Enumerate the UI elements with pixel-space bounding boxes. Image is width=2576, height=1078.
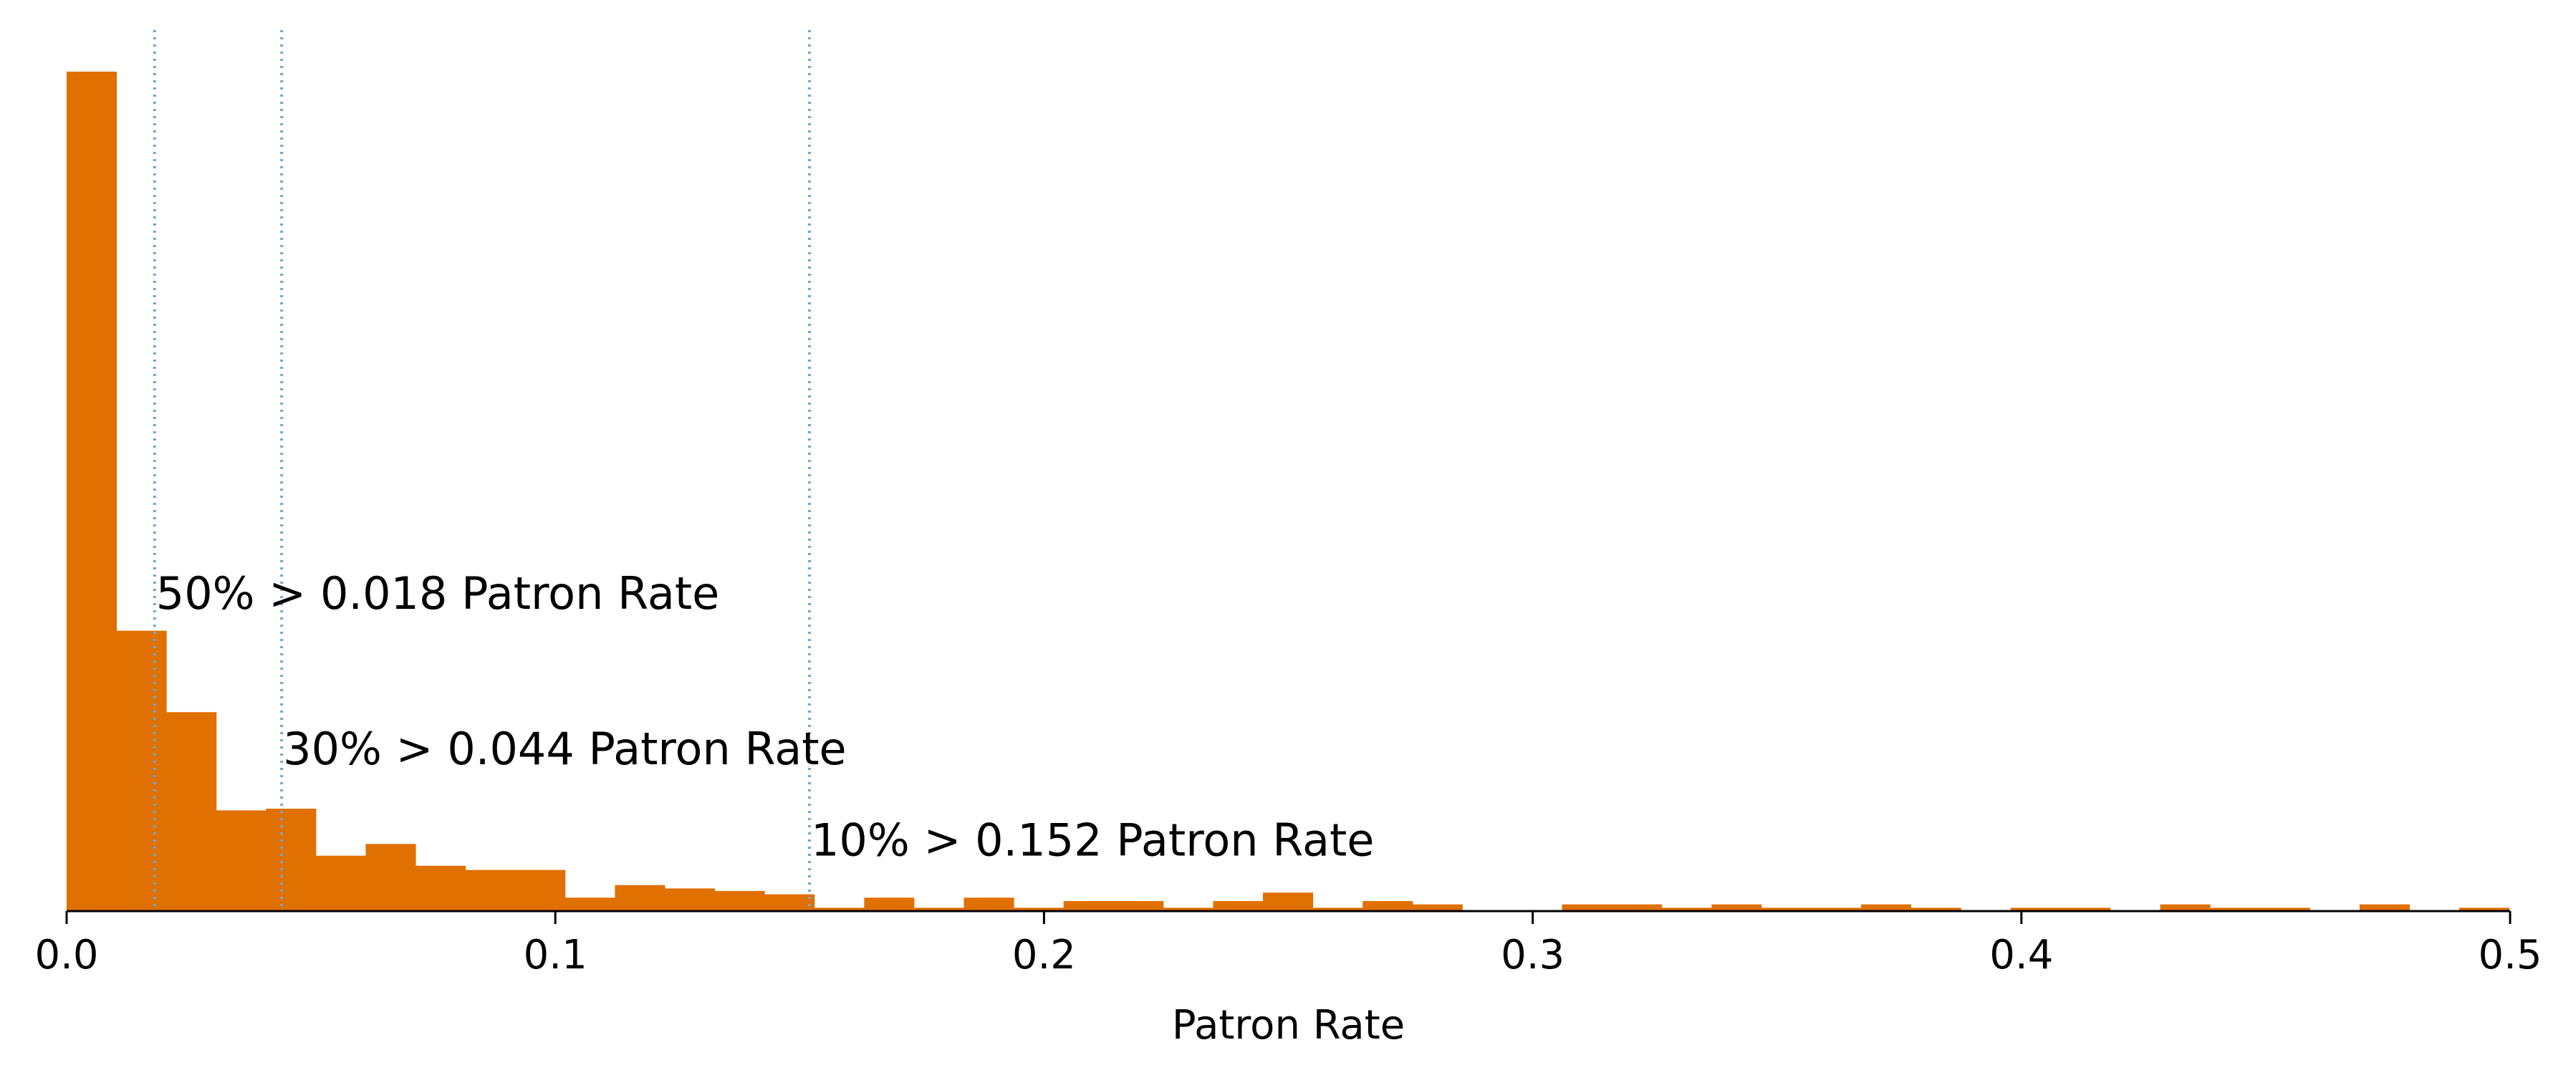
histogram-bar: [315, 855, 367, 911]
threshold-label: 50% > 0.018 Patron Rate: [156, 567, 720, 620]
histogram-bar: [1163, 908, 1213, 911]
histogram-bar: [1811, 908, 1862, 911]
histogram-bar: [1612, 904, 1663, 911]
histogram-bar: [365, 844, 416, 911]
x-tick-label: 0.0: [34, 932, 98, 978]
x-tick-label: 0.3: [1501, 932, 1565, 978]
histogram-bar: [1263, 892, 1314, 911]
histogram-bar: [166, 712, 217, 911]
histogram-bar: [1412, 904, 1463, 911]
x-tick-label: 0.4: [1989, 932, 2053, 978]
histogram-bar: [615, 885, 665, 911]
histogram-bar: [1711, 904, 1762, 911]
histogram-bar: [864, 897, 915, 911]
histogram-bar: [1661, 908, 1712, 911]
histogram-bar: [963, 897, 1014, 911]
histogram-bar: [913, 908, 965, 911]
histogram-bar: [1113, 900, 1164, 911]
histogram-bar: [1213, 900, 1264, 911]
x-tick-label: 0.1: [524, 932, 587, 978]
histogram-bar: [1014, 908, 1064, 911]
histogram-bar: [1363, 900, 1413, 911]
histogram-bar: [415, 865, 466, 911]
x-tick-label: 0.2: [1012, 932, 1076, 978]
histogram-bar: [2259, 908, 2310, 911]
histogram-bar: [1861, 904, 1912, 911]
threshold-labels-group: 50% > 0.018 Patron Rate 30% > 0.044 Patro…: [156, 567, 1375, 867]
histogram-bar: [216, 810, 266, 911]
histogram-bar: [1312, 908, 1363, 911]
histogram-bar: [2010, 908, 2061, 911]
bars-group: [67, 72, 2510, 911]
histogram-bar: [67, 72, 117, 911]
histogram-bar: [2459, 908, 2510, 911]
histogram-bar: [2359, 904, 2410, 911]
threshold-label: 30% > 0.044 Patron Rate: [283, 723, 847, 775]
threshold-label: 10% > 0.152 Patron Rate: [811, 814, 1375, 867]
threshold-lines-group: [153, 30, 811, 911]
histogram-bar: [1562, 904, 1613, 911]
histogram-bar: [665, 888, 716, 911]
x-tick-label: 0.5: [2478, 932, 2542, 978]
x-axis-title: Patron Rate: [1172, 1002, 1405, 1049]
histogram-bar: [564, 897, 615, 911]
histogram-bar: [116, 630, 167, 911]
histogram-bar: [1911, 908, 1961, 911]
histogram-bar: [515, 870, 566, 911]
histogram-bar: [465, 870, 516, 911]
histogram-bar: [1761, 908, 1812, 911]
histogram-bar: [2210, 908, 2261, 911]
histogram-bar: [764, 894, 815, 911]
histogram-bar: [814, 908, 865, 911]
histogram-bar: [714, 890, 765, 911]
histogram-bar: [2060, 908, 2111, 911]
x-ticks-group: 0.0 0.1 0.2 0.3 0.4 0.5: [34, 911, 2542, 978]
histogram-bar: [1063, 900, 1114, 911]
histogram-bar: [2160, 904, 2211, 911]
histogram-bar: [266, 809, 317, 911]
